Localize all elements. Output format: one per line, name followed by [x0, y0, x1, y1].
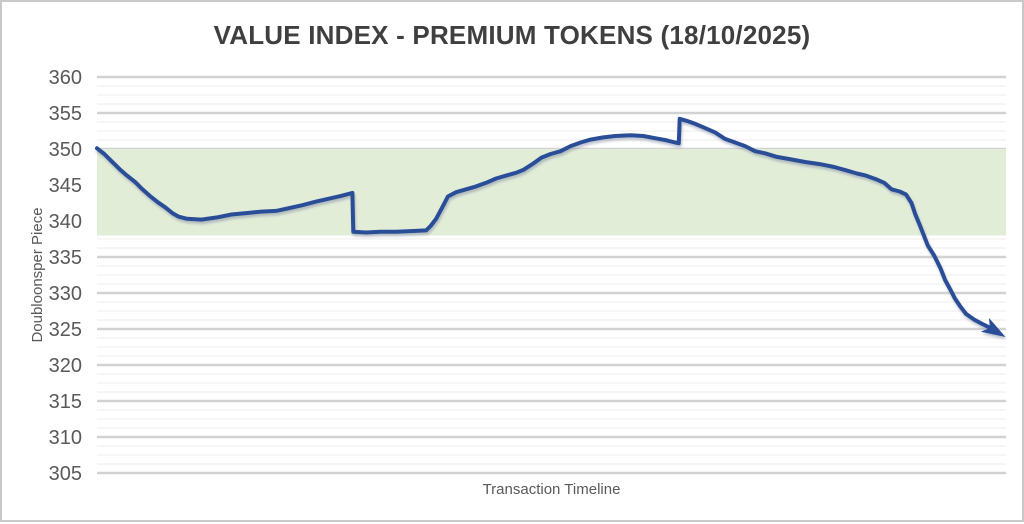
y-tick-label: 340 [49, 211, 82, 233]
highlight-band [97, 149, 1006, 235]
y-tick-label: 335 [49, 247, 82, 269]
y-tick-label: 330 [49, 283, 82, 305]
y-tick-label: 305 [49, 463, 82, 485]
y-tick-label: 350 [49, 139, 82, 161]
y-axis-title: Doubloonsper Piece [29, 175, 49, 375]
chart-title: VALUE INDEX - PREMIUM TOKENS (18/10/2025… [2, 20, 1022, 51]
x-axis-title: Transaction Timeline [97, 481, 1006, 498]
y-tick-label: 325 [49, 319, 82, 341]
y-tick-label: 310 [49, 427, 82, 449]
y-tick-label: 320 [49, 355, 82, 377]
y-tick-label: 345 [49, 175, 82, 197]
y-tick-label: 315 [49, 391, 82, 413]
y-tick-label: 360 [49, 67, 82, 89]
y-tick-label: 355 [49, 103, 82, 125]
